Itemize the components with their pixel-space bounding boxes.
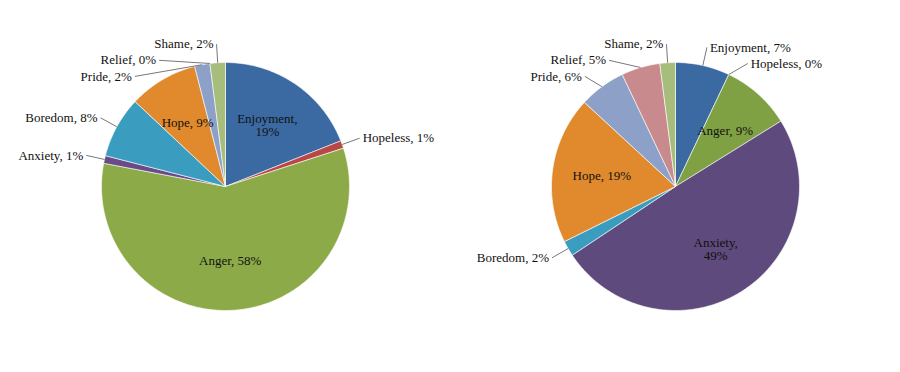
svg-text:Anxiety, 1%: Anxiety, 1% bbox=[18, 148, 83, 163]
svg-text:Hope, 19%: Hope, 19% bbox=[573, 168, 632, 183]
svg-text:Boredom, 2%: Boredom, 2% bbox=[477, 250, 549, 265]
svg-text:Relief, 0%: Relief, 0% bbox=[101, 52, 157, 67]
svg-text:Pride, 6%: Pride, 6% bbox=[531, 69, 582, 84]
svg-text:Hopeless, 1%: Hopeless, 1% bbox=[363, 130, 435, 145]
svg-text:Boredom, 8%: Boredom, 8% bbox=[25, 110, 97, 125]
svg-text:Shame, 2%: Shame, 2% bbox=[154, 36, 213, 51]
svg-text:Anxiety,49%: Anxiety,49% bbox=[694, 235, 738, 263]
svg-text:Enjoyment,19%: Enjoyment,19% bbox=[237, 111, 297, 139]
svg-text:Enjoyment, 7%: Enjoyment, 7% bbox=[710, 40, 791, 55]
svg-text:Anger, 9%: Anger, 9% bbox=[697, 123, 753, 138]
svg-text:Pride, 2%: Pride, 2% bbox=[81, 69, 132, 84]
svg-text:Anger, 58%: Anger, 58% bbox=[199, 253, 261, 268]
svg-text:Relief, 5%: Relief, 5% bbox=[550, 52, 606, 67]
svg-text:Hopeless, 0%: Hopeless, 0% bbox=[751, 56, 823, 71]
svg-text:Hope, 9%: Hope, 9% bbox=[162, 115, 214, 130]
svg-text:Shame, 2%: Shame, 2% bbox=[604, 36, 663, 51]
